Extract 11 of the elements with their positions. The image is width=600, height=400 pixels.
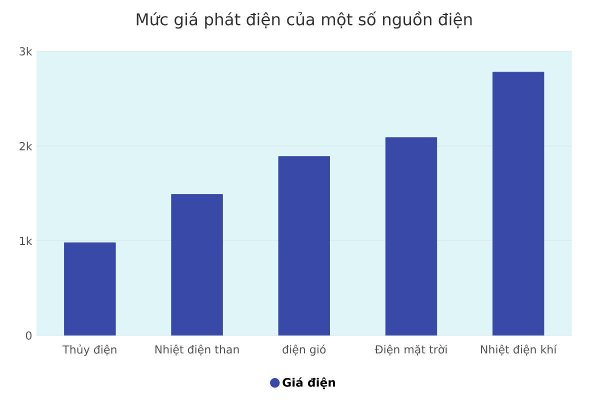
legend-label: Giá điện — [282, 377, 336, 390]
x-tick-label: Nhiệt điện khí — [481, 344, 558, 356]
x-tick-label: Nhiệt điện than — [155, 344, 239, 356]
y-tick-label: 3k — [20, 46, 32, 56]
x-tick-label: Thủy điện — [62, 344, 116, 356]
y-tick-label: 0 — [26, 331, 32, 340]
x-tick-label: Điện mặt trời — [374, 344, 447, 356]
x-tick-label: điện gió — [282, 344, 326, 356]
y-tick-label: 2k — [20, 142, 32, 150]
chart-title: Mức giá phát điện của một số nguồn điện — [136, 11, 472, 29]
y-tick-label: 1k — [20, 236, 32, 245]
